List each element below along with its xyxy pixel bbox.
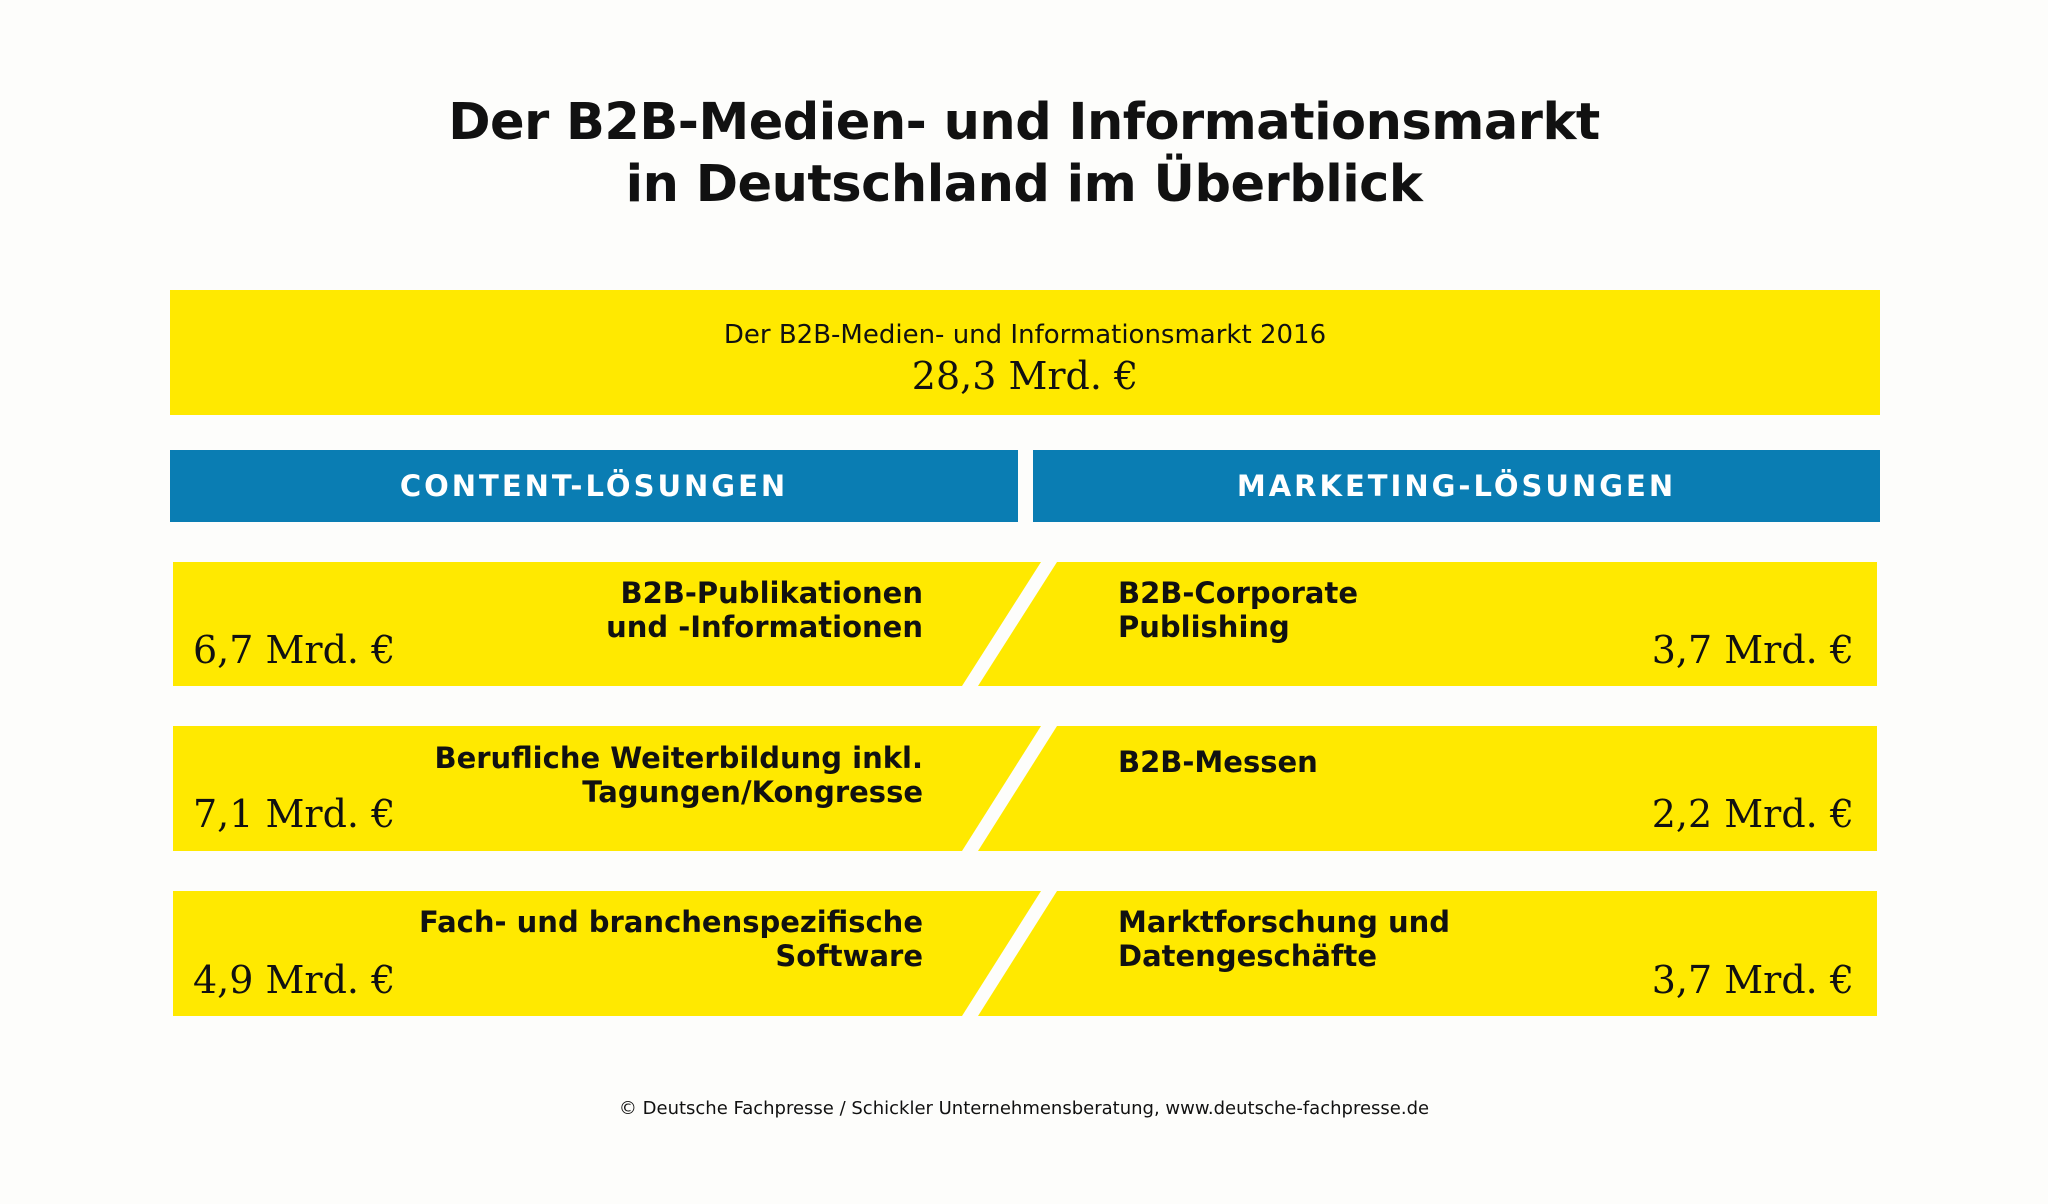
copyright-footer: © Deutsche Fachpresse / Schickler Untern…: [618, 1098, 1430, 1119]
content-segment-label-3: Fach- und branchenspezifische Software: [419, 905, 923, 973]
total-market-label: Der B2B-Medien- und Informationsmarkt 20…: [723, 320, 1327, 350]
marketing-segment-value-3: 3,7 Mrd. €: [1651, 958, 1854, 1002]
marketing-segment-shape-3: [978, 891, 1877, 1016]
marketing-segment-value-2: 2,2 Mrd. €: [1651, 792, 1854, 836]
title-line-1: Der B2B-Medien- und Informationsmarkt: [448, 93, 1600, 152]
content-segment-value-1: 6,7 Mrd. €: [193, 628, 396, 672]
content-segment-shape-2: [173, 726, 1041, 851]
page-title: Der B2B-Medien- und Informationsmarkt in…: [0, 92, 2048, 216]
marketing-segment-value-1: 3,7 Mrd. €: [1651, 628, 1854, 672]
content-segment-label-1: B2B-Publikationen und -Informationen: [606, 576, 923, 644]
marketing-segment-label-1: B2B-Corporate Publishing: [1118, 576, 1359, 644]
content-segment-label-2: Berufliche Weiterbildung inkl. Tagungen/…: [434, 741, 923, 809]
marketing-segment-label-2: B2B-Messen: [1118, 745, 1318, 779]
marketing-segment-shape-1: [978, 562, 1877, 686]
content-solutions-header: CONTENT-LÖSUNGEN: [170, 450, 1018, 522]
marketing-segment-label-3: Marktforschung und Datengeschäfte: [1118, 905, 1451, 973]
marketing-solutions-header: MARKETING-LÖSUNGEN: [1033, 450, 1880, 522]
marketing-segment-shape-2: [978, 726, 1877, 851]
content-segment-value-3: 4,9 Mrd. €: [193, 958, 396, 1002]
total-market-box: Der B2B-Medien- und Informationsmarkt 20…: [170, 290, 1880, 415]
total-market-value: 28,3 Mrd. €: [911, 354, 1139, 398]
content-segment-value-2: 7,1 Mrd. €: [193, 792, 396, 836]
content-segment-shape-1: [173, 562, 1041, 686]
content-segment-shape-3: [173, 891, 1041, 1016]
marketing-solutions-header-label: MARKETING-LÖSUNGEN: [1236, 469, 1677, 503]
title-line-2: in Deutschland im Überblick: [625, 155, 1423, 214]
content-solutions-header-label: CONTENT-LÖSUNGEN: [399, 469, 789, 503]
